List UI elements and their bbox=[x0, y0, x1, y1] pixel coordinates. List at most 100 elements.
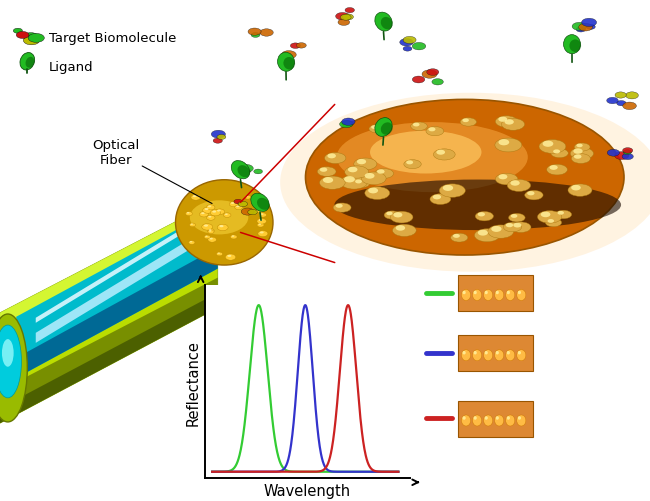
Ellipse shape bbox=[251, 34, 260, 38]
Ellipse shape bbox=[570, 148, 593, 160]
Ellipse shape bbox=[204, 235, 211, 239]
Ellipse shape bbox=[558, 211, 564, 215]
Ellipse shape bbox=[517, 291, 521, 295]
Ellipse shape bbox=[257, 198, 270, 210]
Ellipse shape bbox=[462, 291, 465, 295]
Ellipse shape bbox=[576, 28, 586, 33]
Ellipse shape bbox=[323, 178, 333, 184]
Ellipse shape bbox=[320, 168, 328, 172]
Ellipse shape bbox=[341, 176, 368, 190]
Ellipse shape bbox=[381, 18, 393, 30]
Ellipse shape bbox=[328, 154, 336, 159]
Ellipse shape bbox=[510, 181, 520, 186]
Ellipse shape bbox=[495, 117, 517, 128]
Ellipse shape bbox=[484, 350, 493, 361]
Ellipse shape bbox=[2, 340, 14, 367]
Ellipse shape bbox=[545, 219, 562, 227]
Ellipse shape bbox=[491, 226, 502, 232]
Ellipse shape bbox=[393, 225, 416, 237]
Ellipse shape bbox=[495, 415, 504, 426]
Ellipse shape bbox=[343, 15, 354, 21]
Ellipse shape bbox=[499, 140, 509, 146]
Ellipse shape bbox=[341, 15, 351, 21]
Ellipse shape bbox=[507, 416, 510, 420]
Ellipse shape bbox=[369, 125, 385, 134]
Ellipse shape bbox=[507, 180, 530, 192]
Ellipse shape bbox=[422, 71, 437, 79]
Ellipse shape bbox=[283, 58, 295, 70]
X-axis label: Wavelength: Wavelength bbox=[263, 482, 351, 497]
Ellipse shape bbox=[225, 214, 227, 215]
Ellipse shape bbox=[201, 213, 205, 215]
Ellipse shape bbox=[506, 223, 513, 228]
Ellipse shape bbox=[525, 191, 543, 200]
Ellipse shape bbox=[213, 139, 222, 144]
Polygon shape bbox=[0, 278, 218, 423]
Ellipse shape bbox=[257, 223, 264, 227]
Ellipse shape bbox=[20, 54, 34, 71]
Ellipse shape bbox=[606, 98, 618, 105]
Ellipse shape bbox=[235, 205, 242, 210]
Ellipse shape bbox=[333, 203, 351, 213]
Ellipse shape bbox=[190, 224, 193, 225]
Text: Target Biomolecule: Target Biomolecule bbox=[49, 32, 176, 45]
Ellipse shape bbox=[484, 290, 493, 301]
Ellipse shape bbox=[260, 232, 264, 234]
Ellipse shape bbox=[338, 20, 350, 27]
Ellipse shape bbox=[291, 44, 300, 50]
FancyBboxPatch shape bbox=[458, 401, 533, 437]
Ellipse shape bbox=[539, 140, 566, 154]
Polygon shape bbox=[16, 248, 218, 378]
Ellipse shape bbox=[473, 350, 482, 361]
Ellipse shape bbox=[541, 212, 551, 218]
Ellipse shape bbox=[377, 170, 385, 174]
Ellipse shape bbox=[517, 415, 526, 426]
Ellipse shape bbox=[462, 351, 465, 355]
Ellipse shape bbox=[564, 36, 580, 55]
Ellipse shape bbox=[231, 161, 250, 179]
Ellipse shape bbox=[484, 291, 488, 295]
Ellipse shape bbox=[226, 255, 236, 261]
Ellipse shape bbox=[586, 25, 595, 30]
Ellipse shape bbox=[503, 223, 522, 232]
Ellipse shape bbox=[413, 123, 419, 127]
Ellipse shape bbox=[251, 194, 269, 212]
Y-axis label: Reflectance: Reflectance bbox=[186, 339, 201, 425]
Ellipse shape bbox=[254, 170, 263, 174]
Ellipse shape bbox=[551, 149, 568, 158]
Ellipse shape bbox=[478, 213, 485, 217]
Ellipse shape bbox=[443, 185, 453, 191]
Ellipse shape bbox=[335, 204, 343, 208]
Ellipse shape bbox=[453, 234, 460, 238]
Ellipse shape bbox=[400, 40, 413, 47]
Ellipse shape bbox=[339, 121, 352, 128]
Ellipse shape bbox=[219, 225, 224, 228]
Ellipse shape bbox=[306, 100, 624, 256]
Ellipse shape bbox=[393, 213, 402, 218]
Ellipse shape bbox=[538, 211, 562, 223]
Ellipse shape bbox=[462, 290, 471, 301]
Ellipse shape bbox=[371, 126, 378, 130]
Ellipse shape bbox=[622, 154, 633, 160]
Ellipse shape bbox=[575, 144, 590, 152]
Ellipse shape bbox=[495, 290, 504, 301]
Polygon shape bbox=[36, 208, 218, 323]
Ellipse shape bbox=[462, 350, 471, 361]
Ellipse shape bbox=[227, 256, 231, 258]
Ellipse shape bbox=[258, 231, 268, 237]
Ellipse shape bbox=[547, 219, 554, 223]
Ellipse shape bbox=[569, 41, 581, 53]
Ellipse shape bbox=[547, 165, 567, 175]
Ellipse shape bbox=[577, 144, 582, 148]
Ellipse shape bbox=[517, 416, 521, 420]
Ellipse shape bbox=[348, 167, 358, 173]
Ellipse shape bbox=[16, 33, 29, 40]
Ellipse shape bbox=[189, 223, 196, 227]
Ellipse shape bbox=[176, 180, 273, 266]
Ellipse shape bbox=[607, 150, 619, 157]
Ellipse shape bbox=[495, 351, 499, 355]
Ellipse shape bbox=[495, 291, 499, 295]
Ellipse shape bbox=[188, 241, 195, 245]
Ellipse shape bbox=[623, 148, 633, 154]
Ellipse shape bbox=[473, 415, 482, 426]
